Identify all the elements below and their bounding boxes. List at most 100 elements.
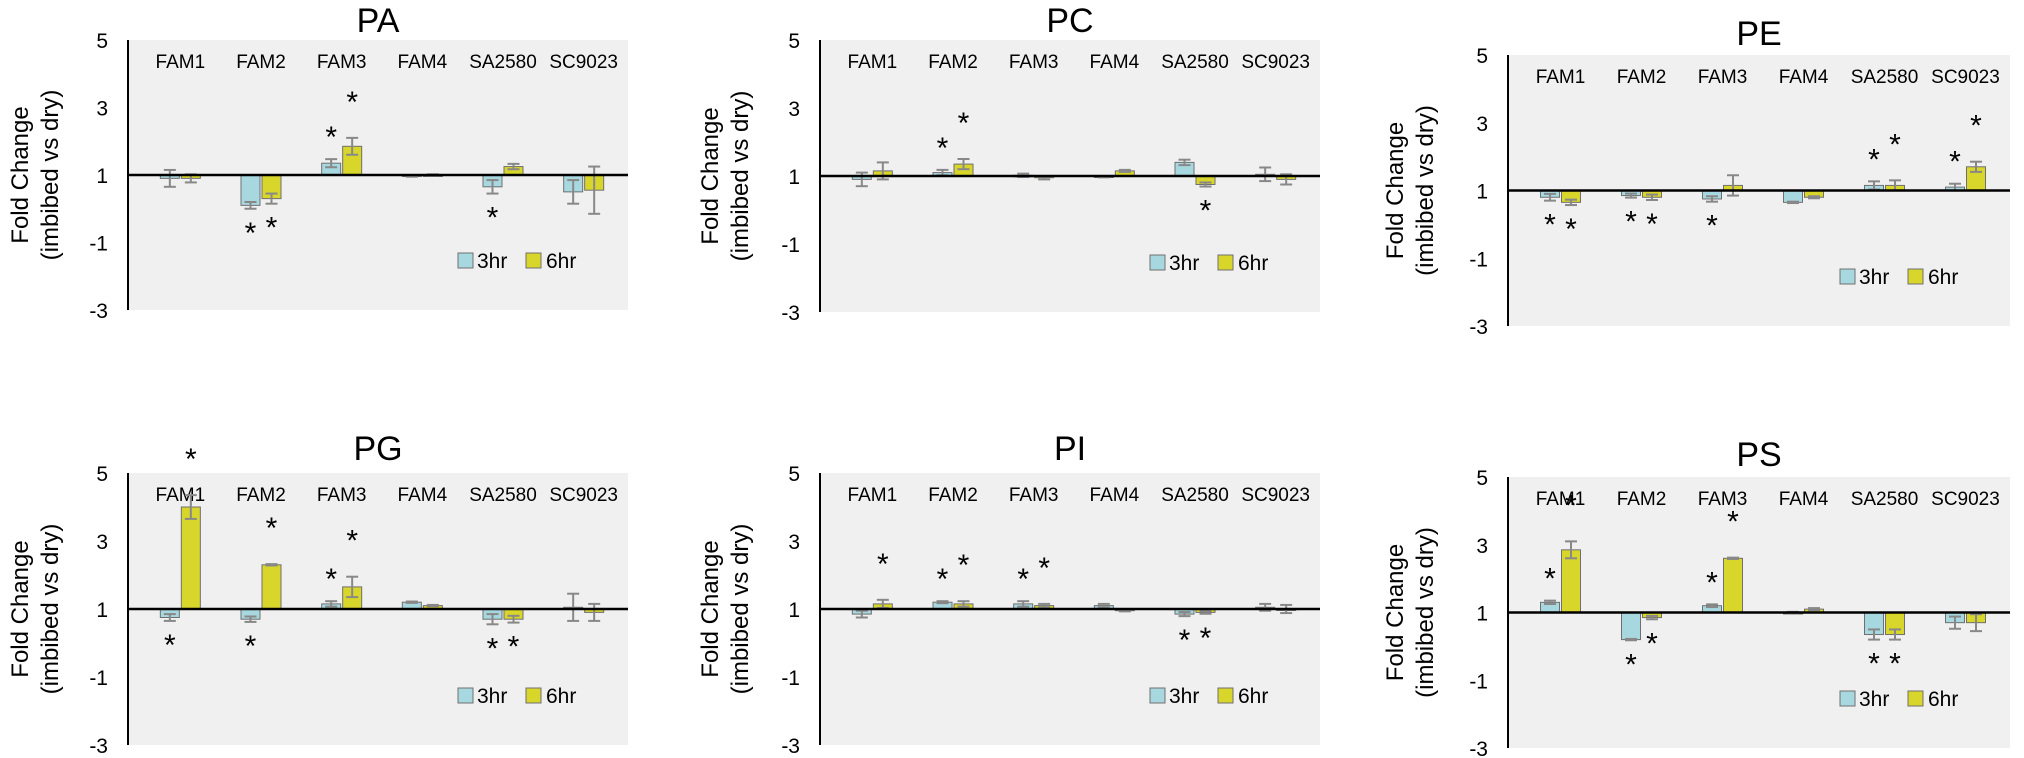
- significance-star: *: [1889, 648, 1901, 681]
- legend-label-6hr: 6hr: [1238, 252, 1268, 275]
- significance-star: *: [877, 548, 889, 581]
- y-tick-label: -3: [1469, 316, 1488, 339]
- legend: 3hr 6hr: [1839, 688, 1958, 711]
- significance-star: *: [487, 632, 499, 665]
- bar-3hr: [1621, 612, 1641, 641]
- category-label: FAM3: [1009, 52, 1059, 73]
- y-tick-label: -1: [89, 667, 108, 690]
- chart-panel-ps: PS 5 3 1 -1 -3 Fold Change (imbibed vs dry) FAM1…: [1382, 436, 2010, 758]
- category-label: SA2580: [1851, 489, 1919, 510]
- significance-star: *: [1706, 210, 1718, 243]
- y-tick-label: 3: [1476, 113, 1488, 136]
- y-axis-label: Fold Change (imbibed vs dry): [1382, 527, 1439, 698]
- category-label: SC9023: [1241, 52, 1310, 73]
- legend-swatch-3hr: [1149, 687, 1166, 704]
- y-tick-label: 3: [788, 98, 800, 121]
- category-label: FAM2: [1617, 67, 1667, 88]
- significance-star: *: [508, 631, 520, 664]
- significance-star: *: [245, 217, 257, 250]
- significance-star: *: [1868, 143, 1880, 176]
- y-axis-label-line2: (imbibed vs dry): [37, 90, 64, 261]
- y-tick-label: -3: [89, 300, 108, 323]
- legend-label-3hr: 3hr: [1859, 266, 1889, 289]
- significance-star: *: [1565, 489, 1577, 522]
- category-label: FAM4: [1779, 67, 1829, 88]
- significance-star: *: [1949, 146, 1961, 179]
- category-label: FAM4: [1090, 52, 1140, 73]
- significance-star: *: [1200, 622, 1212, 655]
- y-tick-label: -3: [781, 302, 800, 325]
- significance-star: *: [1868, 648, 1880, 681]
- legend-swatch-6hr: [1907, 690, 1924, 707]
- category-label: FAM1: [1536, 67, 1586, 88]
- y-tick-label: 1: [788, 166, 800, 189]
- y-axis-label-line2: (imbibed vs dry): [727, 524, 754, 695]
- bar-6hr: [180, 506, 201, 610]
- significance-star: *: [325, 121, 337, 154]
- significance-star: *: [1017, 563, 1029, 596]
- y-tick-label: 5: [788, 463, 800, 486]
- y-tick-label: 5: [96, 463, 108, 486]
- y-tick-label: -3: [781, 735, 800, 758]
- category-label: SA2580: [1851, 67, 1919, 88]
- legend: 3hr 6hr: [1149, 252, 1268, 275]
- legend-swatch-6hr: [1907, 268, 1924, 285]
- significance-star: *: [164, 629, 176, 662]
- chart-title: PE: [1736, 15, 1781, 53]
- chart-panel-pg: PG 5 3 1 -1 -3 Fold Change (imbibed vs dry) FAM1…: [7, 430, 628, 758]
- category-label: FAM3: [1009, 485, 1059, 506]
- bar-6hr: [1723, 557, 1743, 613]
- significance-star: *: [1625, 206, 1637, 239]
- significance-star: *: [1970, 110, 1982, 143]
- significance-star: *: [1544, 209, 1556, 242]
- legend-swatch-3hr: [457, 687, 474, 704]
- category-label: FAM2: [236, 485, 286, 506]
- y-tick-label: -1: [1469, 248, 1488, 271]
- significance-star: *: [1727, 506, 1739, 539]
- bar-3hr: [240, 174, 261, 206]
- category-label: SC9023: [549, 485, 618, 506]
- y-tick-label: -3: [1469, 738, 1488, 758]
- y-tick-label: 5: [96, 30, 108, 53]
- bar-3hr: [1783, 190, 1803, 203]
- significance-star: *: [185, 443, 197, 476]
- legend-swatch-6hr: [525, 252, 542, 269]
- category-label: FAM3: [1698, 67, 1748, 88]
- y-tick-label: 3: [96, 531, 108, 554]
- legend-swatch-3hr: [457, 252, 474, 269]
- y-axis-label-line1: Fold Change: [7, 540, 34, 677]
- y-tick-label: 3: [1476, 535, 1488, 558]
- y-axis-label: Fold Change (imbibed vs dry): [697, 524, 754, 695]
- significance-star: *: [325, 563, 337, 596]
- y-tick-label: 5: [1476, 45, 1488, 68]
- y-axis-label-line1: Fold Change: [7, 106, 34, 243]
- y-axis-label-line1: Fold Change: [1382, 544, 1409, 681]
- legend-label-6hr: 6hr: [546, 250, 576, 273]
- chart-title: PG: [353, 430, 402, 468]
- y-tick-label: -1: [1469, 670, 1488, 693]
- significance-star: *: [1646, 208, 1658, 241]
- y-tick-label: -1: [89, 233, 108, 256]
- legend: 3hr 6hr: [1839, 266, 1958, 289]
- y-axis-label-line2: (imbibed vs dry): [37, 524, 64, 695]
- significance-star: *: [958, 107, 970, 140]
- legend-swatch-3hr: [1839, 690, 1856, 707]
- y-axis-label-line2: (imbibed vs dry): [1412, 105, 1439, 276]
- legend-label-3hr: 3hr: [1169, 252, 1199, 275]
- y-axis-label-line2: (imbibed vs dry): [1412, 527, 1439, 698]
- category-label: FAM2: [928, 52, 978, 73]
- chart-title: PS: [1736, 436, 1781, 474]
- significance-star: *: [1200, 195, 1212, 228]
- legend-swatch-6hr: [1217, 254, 1234, 271]
- significance-star: *: [487, 202, 499, 235]
- significance-star: *: [1646, 627, 1658, 660]
- y-tick-label: 5: [788, 30, 800, 53]
- significance-star: *: [346, 86, 358, 119]
- significance-star: *: [266, 512, 278, 545]
- bar-6hr: [261, 564, 282, 610]
- y-tick-label: -1: [781, 234, 800, 257]
- legend-label-6hr: 6hr: [1238, 685, 1268, 708]
- category-label: FAM2: [928, 485, 978, 506]
- y-axis-label-line2: (imbibed vs dry): [727, 91, 754, 262]
- category-label: FAM2: [1617, 489, 1667, 510]
